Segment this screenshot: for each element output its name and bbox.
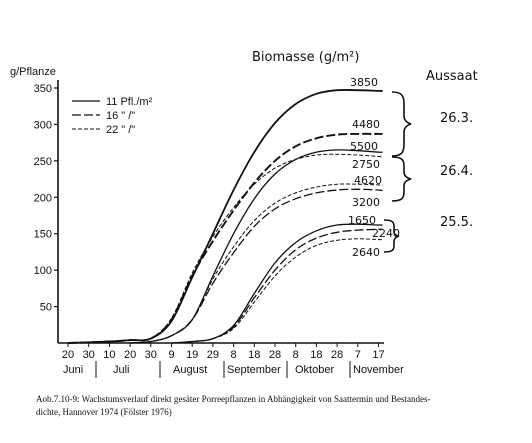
series-line-6 <box>130 188 383 344</box>
x-tick-label: 18 <box>310 349 322 361</box>
legend-entry-3: 22 " /" <box>106 124 135 136</box>
x-tick-label: 8 <box>293 349 299 361</box>
x-tick-label: 8 <box>231 349 237 361</box>
series-line-9 <box>171 238 383 344</box>
month-label-juni: Juni <box>63 364 83 376</box>
bracket-1 <box>391 91 412 157</box>
series-line-8 <box>171 228 383 344</box>
y-tick-label: 350 <box>34 83 52 95</box>
x-tick-label: 28 <box>331 349 343 361</box>
legend-entry-1: 11 Pfl./m² <box>106 96 153 108</box>
month-label-september: September <box>227 364 281 376</box>
sowing-header: Aussaat <box>426 69 478 84</box>
biomass-label-1: 3850 <box>350 76 378 89</box>
chart-title: Biomasse (g/m²) <box>252 50 359 65</box>
biomass-label-3: 5500 <box>350 140 378 153</box>
caption-line-1: Aob.7.10-9: Wachstumsverlauf direkt gesä… <box>36 394 431 404</box>
series-line-3 <box>67 153 383 344</box>
series-line-2 <box>67 132 383 344</box>
sowing-date-1: 26.3. <box>440 111 473 126</box>
biomass-labels: 3850 4480 5500 2750 4620 3200 1650 2240 … <box>348 76 400 259</box>
axes: 50 100 150 200 250 300 350 20 30 10 20 30 9 19 29 8 18 28… <box>34 80 385 361</box>
figure-caption: Aob.7.10-9: Wachstumsverlauf direkt gesä… <box>36 393 516 419</box>
biomass-label-6: 3200 <box>352 196 380 209</box>
x-tick-label: 29 <box>207 349 219 361</box>
biomass-label-7: 1650 <box>348 214 376 227</box>
x-tick-label: 28 <box>269 349 281 361</box>
x-tick-label: 20 <box>62 349 74 361</box>
series-line-5 <box>130 183 383 344</box>
legend-entry-2: 16 " /" <box>106 110 135 122</box>
month-label-oktober: Oktober <box>295 364 334 376</box>
x-tick-label: 30 <box>83 349 95 361</box>
biomass-label-2: 4480 <box>352 118 380 131</box>
caption-line-2: dichte, Hannover 1974 (Fölster 1976) <box>36 407 172 417</box>
biomass-label-9: 2640 <box>352 246 380 259</box>
bracket-2 <box>391 156 412 202</box>
y-tick-label: 250 <box>34 156 52 168</box>
y-tick-label: 150 <box>34 229 52 241</box>
biomass-label-4: 2750 <box>352 158 380 171</box>
biomass-label-8: 2240 <box>372 227 400 240</box>
x-tick-label: 20 <box>124 349 136 361</box>
y-tick-label: 300 <box>34 119 52 131</box>
y-axis-label: g/Pflanze <box>10 66 56 78</box>
month-label-juli: Juli <box>113 364 130 376</box>
x-tick-label: 17 <box>372 349 384 361</box>
x-tick-label: 7 <box>355 349 361 361</box>
sowing-date-3: 25.5. <box>440 215 473 230</box>
y-tick-label: 200 <box>34 192 52 204</box>
series-line-7 <box>171 223 383 344</box>
series-layer <box>67 89 383 344</box>
bracket-3 <box>383 219 400 253</box>
x-tick-label: 9 <box>168 349 174 361</box>
y-tick-label: 100 <box>34 265 52 277</box>
growth-chart: Biomasse (g/m²) g/Pflanze Aussaat 50 100 1… <box>10 50 478 378</box>
x-axis-months: Juni Juli August September Oktober Novem… <box>63 361 404 378</box>
legend: 11 Pfl./m² 16 " /" 22 " /" <box>72 96 153 136</box>
x-tick-label: 19 <box>186 349 198 361</box>
y-tick-label: 50 <box>40 302 52 314</box>
sowing-brackets <box>383 91 412 253</box>
biomass-label-5: 4620 <box>354 174 382 187</box>
x-tick-label: 18 <box>248 349 260 361</box>
x-tick-label: 10 <box>103 349 115 361</box>
sowing-dates: 26.3. 26.4. 25.5. <box>440 111 473 230</box>
sowing-date-2: 26.4. <box>440 164 473 179</box>
x-tick-label: 30 <box>145 349 157 361</box>
month-label-november: November <box>353 364 404 376</box>
month-label-august: August <box>173 364 207 376</box>
